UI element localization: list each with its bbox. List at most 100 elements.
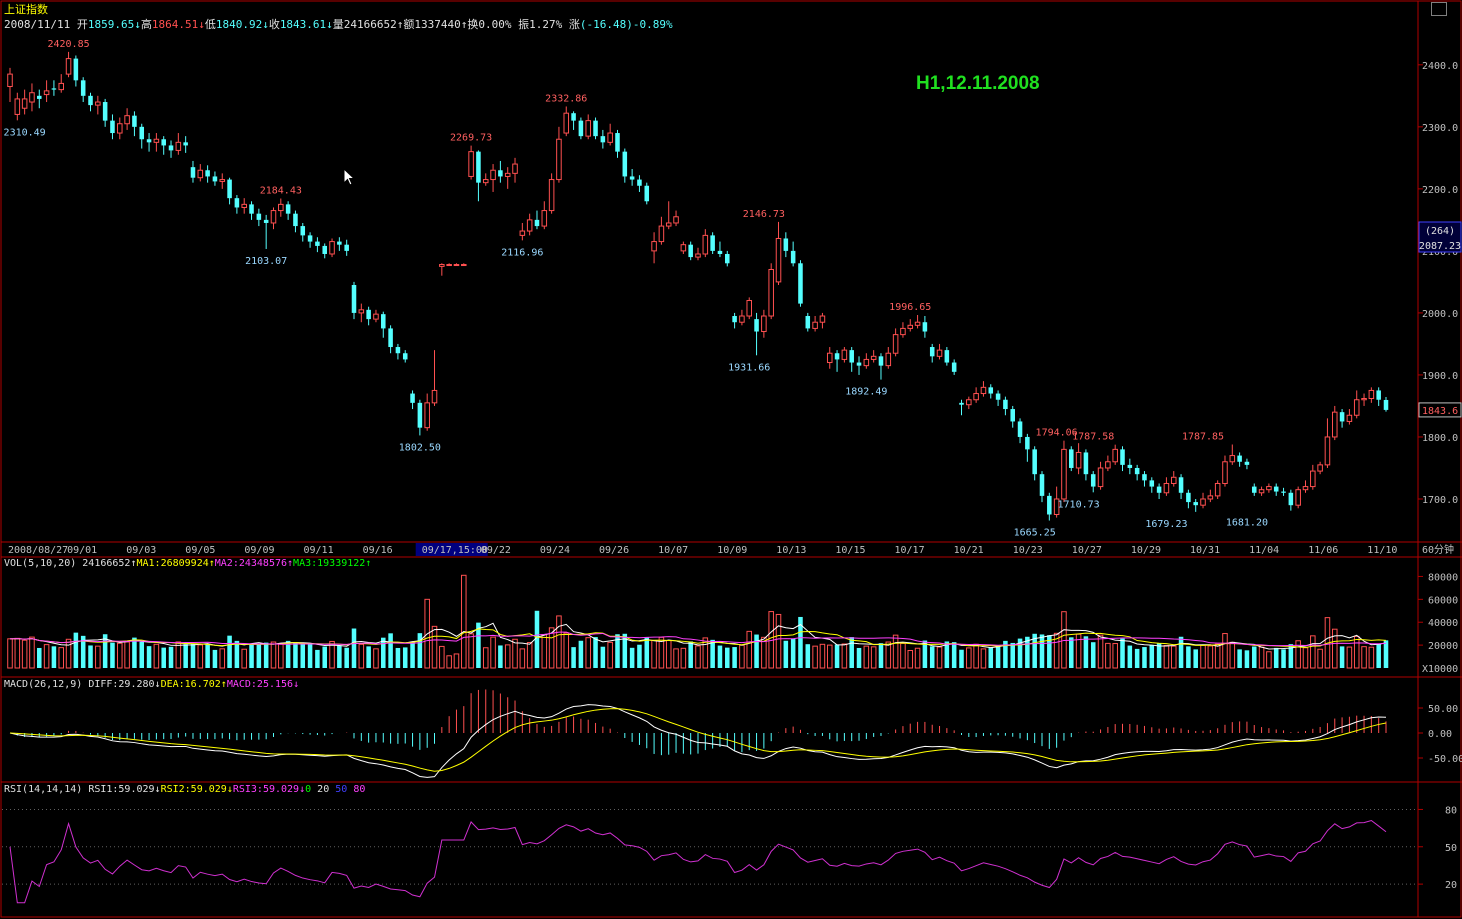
volume-indicator-value: 24166652 <box>82 558 131 569</box>
open-label: 开 <box>76 18 88 31</box>
candle-body <box>197 169 204 179</box>
rsi-legend: RSI(14,14,14) RSI1:59.029↓RSI2:59.029↓RS… <box>4 784 365 795</box>
volume-bar <box>37 647 42 668</box>
date-label: 10/17 <box>895 545 925 556</box>
volume-bar <box>615 634 620 668</box>
candle-body <box>1251 486 1257 493</box>
volume-bar <box>922 640 928 668</box>
price-annotation-low: 2310.49 <box>4 127 46 138</box>
candle-body <box>966 399 972 406</box>
volume-bar <box>644 637 650 668</box>
volume-bar <box>1178 636 1184 668</box>
volume-bar <box>293 642 298 668</box>
rsi-indicator-name: RSI(14,14,14) <box>4 784 83 795</box>
volume-bar <box>197 644 204 669</box>
volume-bar <box>1251 646 1257 668</box>
price-annotation-high: 2269.73 <box>450 133 492 144</box>
price-tick-label: 2000.0 <box>1422 309 1458 320</box>
volume-bar <box>1237 649 1242 668</box>
date-label: 09/16 <box>363 545 393 556</box>
volume-ma3-line <box>9 631 1387 647</box>
volume-bar <box>1273 647 1279 668</box>
volume-bar <box>585 637 591 669</box>
price-annotation-low: 2103.07 <box>245 256 287 267</box>
price-annotation-low: 1679.23 <box>1145 519 1187 530</box>
candle-body <box>117 123 123 134</box>
volume-bar <box>329 640 335 669</box>
volume-bar <box>1097 634 1104 669</box>
turnover-value: 0.00% <box>478 18 512 31</box>
candle-body <box>88 95 93 106</box>
candle-body <box>1273 486 1279 492</box>
date-label: 10/31 <box>1190 545 1220 556</box>
volume-tick-label: 20000 <box>1428 641 1458 652</box>
volume-tick-label: 60000 <box>1428 595 1458 606</box>
candle-body <box>1383 399 1389 410</box>
date-label: 10/13 <box>776 545 806 556</box>
candle-body <box>453 264 460 267</box>
volume-bar <box>351 628 357 668</box>
candle-body <box>973 393 979 401</box>
price-annotation-high: 1787.85 <box>1182 431 1224 442</box>
volume-bar <box>337 645 342 668</box>
rsi-tick-label: 20 <box>1445 880 1457 891</box>
up-arrow-icon: ↑ <box>365 558 372 569</box>
candle-body <box>1368 389 1375 400</box>
volume-bar <box>914 647 921 669</box>
candle-body <box>1346 414 1353 422</box>
volume-bar <box>51 646 57 668</box>
candle-body <box>344 244 349 251</box>
candle-body <box>1047 495 1052 515</box>
volume-bar <box>1053 632 1060 669</box>
candle-body <box>146 139 152 143</box>
volume-bar <box>1331 628 1338 669</box>
volume-bar <box>1010 642 1015 668</box>
price-tick-label: 1900.0 <box>1422 371 1458 382</box>
volume-bar <box>812 645 818 669</box>
candle-body <box>373 313 379 320</box>
down-arrow-icon: ↓ <box>154 679 161 690</box>
amount-label: 额 <box>403 18 415 31</box>
volume-bar <box>110 642 115 668</box>
volume-bar <box>1032 633 1037 668</box>
candle-body <box>783 238 789 251</box>
candle-body <box>856 362 862 366</box>
date-label: 10/21 <box>954 545 984 556</box>
candle-body <box>995 393 1001 400</box>
candle-body <box>534 219 540 227</box>
turnover-label: 换 <box>467 18 479 31</box>
volume-bar <box>168 646 174 668</box>
volume-bar <box>1142 647 1147 668</box>
candle-body <box>102 102 108 121</box>
open-value: 1859.65 <box>87 18 135 31</box>
window-toggle-button[interactable] <box>1431 2 1447 16</box>
candle-body <box>139 126 145 140</box>
volume-bar <box>556 615 562 669</box>
candle-body <box>153 138 160 143</box>
candle-body <box>183 142 188 146</box>
candle-body <box>1244 461 1250 465</box>
candle-body <box>900 327 906 336</box>
candle-body <box>293 213 298 227</box>
volume-bar <box>1310 635 1316 669</box>
volume-bar <box>1120 638 1125 668</box>
volume-bar <box>315 649 320 668</box>
candle-body <box>622 151 628 177</box>
candle-body <box>424 402 430 429</box>
candle-body <box>959 402 964 405</box>
volume-bar <box>966 647 972 669</box>
quote-date: 2008/11/11 <box>4 18 71 31</box>
volume-ma1: MA1:26809924 <box>136 558 209 569</box>
candle-body <box>526 219 533 232</box>
candle-body <box>1105 461 1111 469</box>
price-tick-label: 1700.0 <box>1422 495 1458 506</box>
candle-body <box>593 120 598 137</box>
candle-body <box>826 352 833 364</box>
close-value: 1843.61 <box>279 18 327 31</box>
candle-body <box>1353 399 1360 416</box>
candle-body <box>914 321 921 326</box>
candle-body <box>1061 448 1067 500</box>
candle-body <box>768 268 774 317</box>
down-arrow-icon: ↓ <box>299 784 306 795</box>
